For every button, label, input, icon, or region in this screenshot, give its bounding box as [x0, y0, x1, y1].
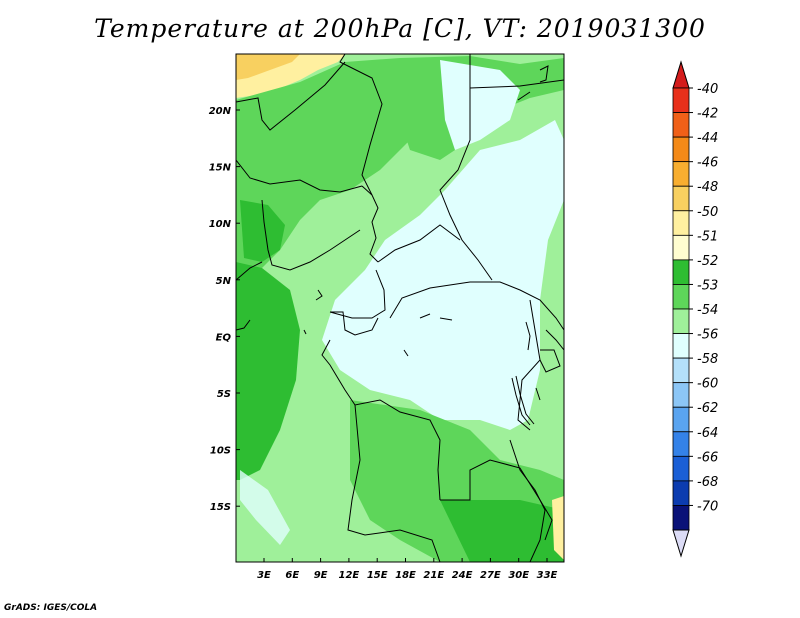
colorbar-swatch [672, 161, 690, 187]
lon-tick-label: 33E [537, 570, 558, 581]
lat-tick-label: 15S [210, 502, 231, 513]
colorbar-label: -64 [697, 426, 718, 441]
lon-tick-label: 24E [452, 570, 473, 581]
colorbar-label: -58 [697, 352, 718, 367]
latitude-axis: 20N 15N 10N 5N EQ 5S 10S 15S [209, 106, 240, 513]
colorbar-label: -66 [697, 450, 718, 465]
colorbar-swatch [672, 333, 690, 359]
colorbar-label: -56 [697, 328, 718, 343]
temperature-field [236, 54, 564, 562]
field-south-dark [440, 500, 564, 562]
colorbar-swatch [672, 505, 690, 531]
colorbar-label: -40 [697, 82, 718, 97]
colorbar-label: -54 [697, 303, 718, 318]
colorbar-swatch [672, 357, 690, 384]
colorbar-swatch [672, 210, 690, 236]
lon-tick-label: 6E [285, 570, 299, 581]
colorbar-swatch [672, 234, 690, 261]
lon-tick-label: 15E [367, 570, 388, 581]
colorbar-label: -51 [697, 229, 718, 244]
colorbar-label: -46 [697, 156, 718, 171]
colorbar: -40 -42 -44 -46 -48 -50 -51 -52 -53 -54 -56 -58 -60 -… [672, 60, 718, 558]
colorbar-swatch [672, 406, 690, 433]
colorbar-swatch [672, 480, 690, 506]
colorbar-label: -44 [697, 131, 718, 146]
lat-tick-label: 5N [216, 276, 232, 287]
lon-tick-label: 27E [480, 570, 501, 581]
plot-frame [235, 53, 565, 563]
colorbar-min-arrow [672, 529, 690, 558]
colorbar-swatch [672, 308, 690, 334]
colorbar-swatch [672, 382, 690, 408]
lon-tick-label: 30E [508, 570, 529, 581]
lon-tick-label: 21E [423, 570, 444, 581]
colorbar-label: -42 [697, 107, 718, 122]
colorbar-max-arrow [672, 60, 690, 89]
lon-tick-label: 9E [314, 570, 328, 581]
lat-tick-label: 15N [209, 163, 232, 174]
field-west-coast [236, 262, 300, 480]
colorbar-label: -52 [697, 254, 718, 269]
lat-tick-label: 20N [209, 106, 232, 117]
colorbar-swatch [672, 112, 690, 138]
lat-tick-label: 10N [209, 219, 232, 230]
colorbar-label: -68 [697, 475, 718, 490]
colorbar-swatch [672, 455, 690, 482]
colorbar-swatch [672, 284, 690, 310]
country-borders [236, 54, 564, 562]
lon-tick-label: 12E [339, 570, 360, 581]
field-warmer-north [236, 54, 300, 80]
colorbar-swatch [672, 87, 690, 113]
field-sw-streak [240, 470, 290, 545]
colorbar-label: -70 [697, 499, 718, 514]
colorbar-label: -62 [697, 401, 718, 416]
colorbar-swatch [672, 185, 690, 212]
longitude-axis: 3E 6E 9E 12E 15E 18E 21E 24E 27E 30E 33E [257, 558, 558, 581]
field-warm-southeast [552, 496, 564, 560]
field-sudan-patch [440, 60, 520, 150]
colorbar-label: -50 [697, 205, 718, 220]
lat-tick-label: EQ [216, 332, 232, 343]
lon-tick-label: 3E [257, 570, 271, 581]
colorbar-label: -60 [697, 377, 718, 392]
colorbar-label: -53 [697, 278, 718, 293]
credit-label: GrADS: IGES/COLA [4, 603, 98, 613]
colorbar-swatch [672, 259, 690, 285]
field-central-basin [322, 120, 564, 430]
colorbar-swatch [672, 136, 690, 163]
colorbar-label: -48 [697, 180, 718, 195]
lat-tick-label: 5S [217, 389, 231, 400]
field-west-patch [240, 200, 285, 262]
lakes-and-coasts [303, 65, 549, 426]
lon-tick-label: 18E [395, 570, 416, 581]
lat-tick-label: 10S [210, 446, 231, 457]
map-title: Temperature at 200hPa [C], VT: 201903130… [94, 14, 706, 43]
colorbar-swatch [672, 431, 690, 457]
